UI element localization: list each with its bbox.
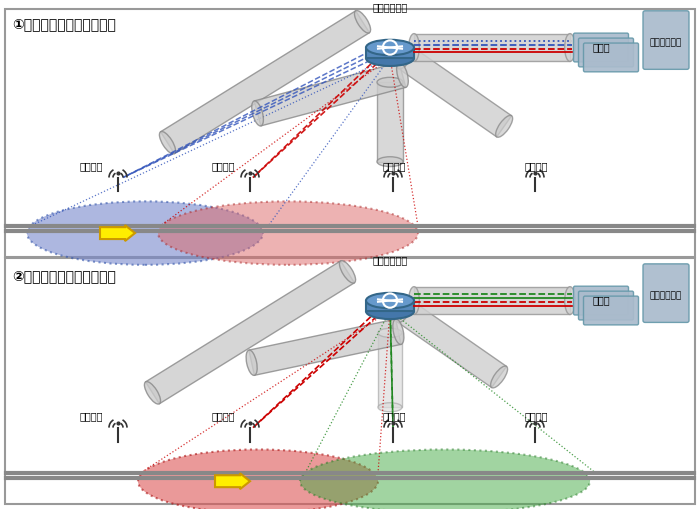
Ellipse shape (354, 11, 370, 33)
Ellipse shape (378, 328, 402, 337)
Text: 無線局３: 無線局３ (383, 412, 407, 421)
Polygon shape (398, 301, 507, 387)
FancyBboxPatch shape (578, 291, 634, 320)
Ellipse shape (393, 319, 404, 345)
Text: 無線局１: 無線局１ (80, 412, 104, 421)
Polygon shape (414, 34, 570, 62)
Ellipse shape (565, 287, 575, 315)
Text: レーザ: レーザ (592, 43, 610, 52)
FancyBboxPatch shape (573, 33, 629, 62)
Ellipse shape (27, 202, 263, 265)
Ellipse shape (396, 301, 414, 323)
Ellipse shape (246, 350, 257, 375)
FancyBboxPatch shape (573, 286, 629, 315)
Ellipse shape (565, 34, 575, 62)
Ellipse shape (138, 449, 378, 509)
Text: 無線局２: 無線局２ (212, 412, 235, 421)
Text: ②無線局２のエリア移動中: ②無線局２のエリア移動中 (12, 269, 116, 283)
Ellipse shape (496, 116, 512, 137)
FancyBboxPatch shape (643, 11, 689, 69)
Text: ①無線局１のエリア移動中: ①無線局１のエリア移動中 (12, 17, 116, 31)
Bar (366, 301, 414, 312)
Ellipse shape (160, 131, 176, 154)
Text: 無線局１: 無線局１ (80, 161, 104, 172)
Ellipse shape (252, 101, 263, 126)
Text: 無線局３: 無線局３ (383, 161, 407, 172)
Polygon shape (254, 63, 406, 126)
Ellipse shape (397, 63, 408, 88)
Polygon shape (249, 319, 401, 375)
Ellipse shape (366, 303, 414, 319)
Bar (5, 258, 695, 504)
Text: コントローラ: コントローラ (650, 38, 682, 47)
Ellipse shape (300, 449, 590, 509)
Polygon shape (398, 47, 512, 137)
FancyBboxPatch shape (643, 264, 689, 322)
FancyBboxPatch shape (578, 38, 634, 67)
Ellipse shape (377, 77, 403, 87)
Ellipse shape (366, 50, 414, 66)
Polygon shape (160, 11, 370, 154)
Polygon shape (378, 333, 402, 407)
Text: 波長スイッチ: 波長スイッチ (372, 255, 407, 265)
Polygon shape (377, 82, 403, 162)
Ellipse shape (409, 34, 419, 62)
Text: コントローラ: コントローラ (650, 291, 682, 300)
Text: 無線局２: 無線局２ (212, 161, 235, 172)
Ellipse shape (144, 382, 160, 404)
Text: 無線局４: 無線局４ (525, 412, 549, 421)
Text: 波長スイッチ: 波長スイッチ (372, 2, 407, 12)
Ellipse shape (366, 293, 414, 308)
Ellipse shape (377, 157, 403, 166)
Ellipse shape (340, 261, 356, 283)
FancyBboxPatch shape (584, 43, 638, 72)
FancyBboxPatch shape (584, 296, 638, 325)
Ellipse shape (158, 202, 418, 265)
Ellipse shape (366, 40, 414, 55)
Text: レーザ: レーザ (592, 296, 610, 305)
Ellipse shape (398, 47, 414, 69)
FancyArrow shape (215, 473, 250, 489)
Ellipse shape (491, 366, 508, 388)
Polygon shape (414, 287, 570, 315)
FancyArrow shape (100, 225, 135, 241)
Bar (366, 47, 414, 58)
Ellipse shape (378, 403, 402, 412)
Polygon shape (146, 261, 354, 404)
Ellipse shape (409, 287, 419, 315)
Bar (5, 9, 695, 257)
Text: 無線局４: 無線局４ (525, 161, 549, 172)
